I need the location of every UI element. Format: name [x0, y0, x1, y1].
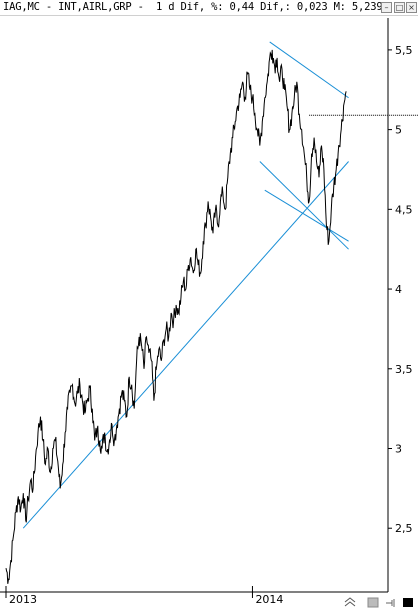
title-bar[interactable]: IAG,MC - INT,AIRL,GRP - 1 d Dif, %: 0,44…	[0, 0, 418, 16]
chart-toolbar	[340, 592, 418, 608]
price-line[interactable]	[5, 49, 347, 584]
trendline[interactable]	[264, 189, 349, 242]
minimize-icon[interactable]: –	[381, 2, 392, 13]
y-axis-ticks: 5,5 5 4,5 4 3,5 3 2,5	[388, 44, 413, 535]
trendline[interactable]	[259, 161, 349, 250]
window-title: IAG,MC - INT,AIRL,GRP - 1 d Dif, %: 0,44…	[3, 1, 383, 13]
x-tick-label: 2013	[9, 593, 37, 606]
price-series	[5, 49, 347, 584]
y-tick-label: 5	[395, 124, 402, 137]
y-tick-label: 3,5	[395, 363, 413, 376]
close-icon[interactable]: ×	[406, 2, 417, 13]
chart-axes	[0, 18, 389, 593]
x-axis-ticks: 2013 2014	[5, 586, 283, 606]
pin-icon[interactable]	[385, 593, 397, 607]
trendlines	[22, 41, 418, 529]
disk-icon[interactable]	[367, 593, 379, 608]
y-tick-label: 3	[395, 443, 402, 456]
x-tick-label: 2014	[255, 593, 283, 606]
y-tick-label: 4	[395, 283, 402, 296]
y-tick-label: 5,5	[395, 44, 413, 57]
color-swatch-icon[interactable]	[402, 593, 414, 607]
trendline[interactable]	[269, 41, 349, 99]
y-tick-label: 2,5	[395, 522, 413, 535]
maximize-icon[interactable]: □	[394, 2, 405, 13]
y-tick-label: 4,5	[395, 203, 413, 216]
trendline[interactable]	[22, 161, 349, 529]
scroll-icon[interactable]	[344, 593, 356, 607]
